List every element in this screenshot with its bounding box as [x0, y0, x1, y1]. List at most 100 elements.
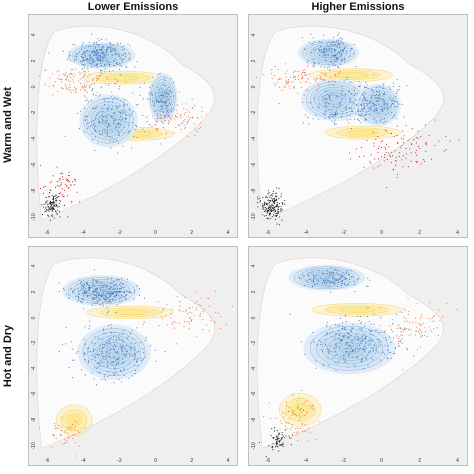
scatter-point [324, 339, 326, 341]
scatter-point [167, 324, 169, 326]
scatter-point [274, 82, 276, 84]
scatter-point [394, 353, 396, 355]
scatter-point [362, 334, 364, 337]
scatter-point [66, 88, 68, 91]
scatter-point [89, 86, 91, 88]
scatter-point [408, 328, 410, 330]
scatter-point [62, 344, 64, 346]
scatter-point [337, 270, 339, 272]
scatter-point [75, 53, 77, 55]
scatter-point [394, 348, 396, 350]
scatter-point [69, 51, 71, 53]
scatter-point [62, 178, 64, 181]
scatter-point [389, 325, 391, 327]
scatter-point [83, 71, 85, 73]
scatter-point [383, 157, 385, 159]
scatter-point [393, 97, 395, 99]
scatter-point [119, 62, 121, 65]
scatter-point [275, 417, 277, 419]
scatter-point [389, 98, 391, 100]
scatter-point [98, 364, 100, 367]
scatter-point [263, 416, 265, 418]
scatter-point [339, 46, 341, 48]
scatter-point [384, 121, 386, 123]
scatter-point [420, 336, 422, 338]
scatter-point [337, 34, 339, 36]
scatter-point [79, 110, 81, 112]
scatter-point [124, 111, 127, 113]
scatter-point [313, 62, 316, 64]
scatter-point [349, 152, 351, 154]
scatter-point [85, 87, 87, 89]
scatter-point [414, 334, 416, 336]
scatter-point [324, 282, 326, 284]
scatter-point [401, 311, 403, 313]
scatter-point [364, 98, 366, 100]
scatter-point [328, 95, 330, 97]
scatter-point [100, 60, 102, 62]
scatter-point [122, 346, 124, 348]
scatter-point [48, 85, 50, 87]
scatter-point [398, 345, 400, 347]
scatter-point [355, 103, 358, 106]
scatter-point [319, 103, 321, 105]
scatter-point [121, 110, 123, 112]
scatter-point [336, 107, 338, 109]
scatter-point [372, 91, 374, 93]
scatter-point [312, 279, 314, 281]
scatter-point [103, 378, 105, 380]
scatter-point [86, 50, 89, 52]
scatter-point [339, 55, 341, 57]
scatter-point [362, 368, 365, 370]
scatter-point [110, 324, 112, 326]
scatter-point [387, 152, 389, 154]
scatter-point [396, 135, 398, 137]
scatter-point [99, 54, 101, 56]
scatter-point [93, 285, 96, 287]
scatter-point [114, 283, 116, 286]
scatter-point [50, 202, 52, 205]
scatter-point [302, 70, 304, 72]
scatter-point [328, 364, 330, 366]
scatter-point [101, 303, 103, 305]
scatter-point [310, 33, 312, 35]
scatter-point [385, 151, 387, 153]
scatter-point [268, 206, 270, 208]
scatter-point [86, 282, 88, 284]
scatter-point [135, 104, 137, 106]
scatter-point [336, 113, 339, 115]
scatter-point [142, 98, 144, 100]
scatter-point [294, 70, 296, 72]
scatter-point [301, 412, 303, 414]
scatter-point [358, 320, 360, 322]
scatter-point [184, 127, 186, 129]
scatter-point [183, 113, 185, 115]
scatter-point [106, 297, 108, 299]
scatter-point [106, 365, 109, 367]
scatter-point [342, 42, 344, 44]
scatter-point [424, 334, 426, 336]
scatter-point [324, 47, 326, 49]
scatter-point [77, 297, 80, 299]
scatter-point [98, 350, 101, 352]
scatter-point [351, 327, 353, 330]
scatter-point [373, 118, 376, 120]
scatter-point [279, 224, 281, 226]
scatter-point [416, 303, 419, 305]
scatter-point [70, 91, 72, 93]
scatter-point [328, 348, 330, 351]
x-tick-label: 0 [154, 458, 157, 464]
scatter-point [220, 315, 222, 317]
scatter-point [272, 198, 274, 200]
scatter-point [106, 342, 108, 344]
scatter-point [297, 75, 299, 77]
scatter-point [356, 104, 358, 106]
scatter-point [87, 70, 89, 72]
scatter-point [80, 301, 82, 303]
scatter-point [118, 279, 120, 281]
scatter-point [75, 68, 77, 70]
scatter-point [117, 373, 119, 376]
scatter-point [113, 120, 115, 122]
scatter-point [320, 66, 322, 68]
scatter-point [387, 349, 389, 351]
